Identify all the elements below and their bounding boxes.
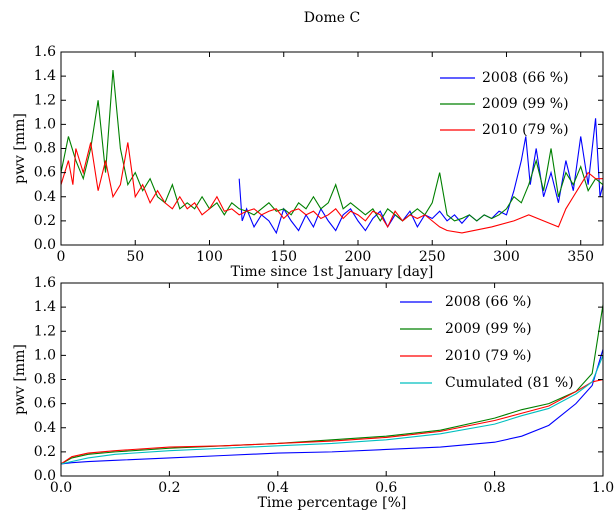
- y-tick-label: 0.0: [34, 237, 56, 253]
- y-tick-label: 1.4: [34, 68, 56, 84]
- legend-label: 2008 (66 %): [482, 70, 569, 86]
- x-tick-label: 100: [196, 249, 223, 265]
- y-tick-label: 1.0: [34, 347, 56, 363]
- x-tick-label: 0.0: [50, 480, 72, 496]
- x-tick-label: 300: [493, 249, 520, 265]
- x-tick-label: 250: [419, 249, 446, 265]
- x-tick-label: 0.6: [375, 480, 397, 496]
- y-axis-label: pwv [mm]: [12, 113, 28, 184]
- legend-label: 2009 (99 %): [482, 96, 569, 112]
- y-axis-label: pwv [mm]: [12, 344, 28, 415]
- x-tick-label: 150: [270, 249, 297, 265]
- y-tick-label: 1.6: [34, 275, 56, 291]
- x-tick-label: 1.0: [592, 480, 614, 496]
- x-tick-label: 350: [567, 249, 594, 265]
- x-tick-label: 0.8: [483, 480, 505, 496]
- y-tick-label: 1.2: [34, 92, 56, 108]
- legend-label: 2010 (79 %): [445, 348, 532, 364]
- series-line: [61, 349, 603, 465]
- y-tick-label: 1.4: [34, 299, 56, 315]
- legend-label: 2008 (66 %): [445, 294, 532, 310]
- x-axis-label: Time since 1st January [day]: [231, 264, 434, 280]
- series-line: [61, 355, 603, 465]
- series-line: [61, 304, 603, 465]
- x-tick-label: 200: [345, 249, 372, 265]
- y-tick-label: 0.8: [34, 372, 56, 388]
- chart-title: Dome C: [304, 10, 360, 26]
- y-tick-label: 0.0: [34, 468, 56, 484]
- y-tick-label: 0.6: [34, 165, 56, 181]
- y-tick-label: 0.6: [34, 396, 56, 412]
- series-line: [61, 142, 603, 234]
- y-tick-label: 0.8: [34, 141, 56, 157]
- x-tick-label: 0: [57, 249, 66, 265]
- legend-label: Cumulated (81 %): [445, 375, 574, 391]
- legend-label: 2010 (79 %): [482, 122, 569, 138]
- x-tick-label: 0.4: [267, 480, 289, 496]
- x-axis-label: Time percentage [%]: [258, 495, 407, 511]
- y-tick-label: 0.2: [34, 213, 56, 229]
- legend-label: 2009 (99 %): [445, 321, 532, 337]
- series-line: [61, 70, 603, 222]
- series-line: [61, 378, 603, 465]
- y-tick-label: 1.0: [34, 116, 56, 132]
- y-tick-label: 0.4: [34, 420, 56, 436]
- y-tick-label: 0.4: [34, 189, 56, 205]
- y-tick-label: 0.2: [34, 444, 56, 460]
- x-tick-label: 0.2: [158, 480, 180, 496]
- y-tick-label: 1.2: [34, 323, 56, 339]
- y-tick-label: 1.6: [34, 44, 56, 60]
- x-tick-label: 50: [126, 249, 144, 265]
